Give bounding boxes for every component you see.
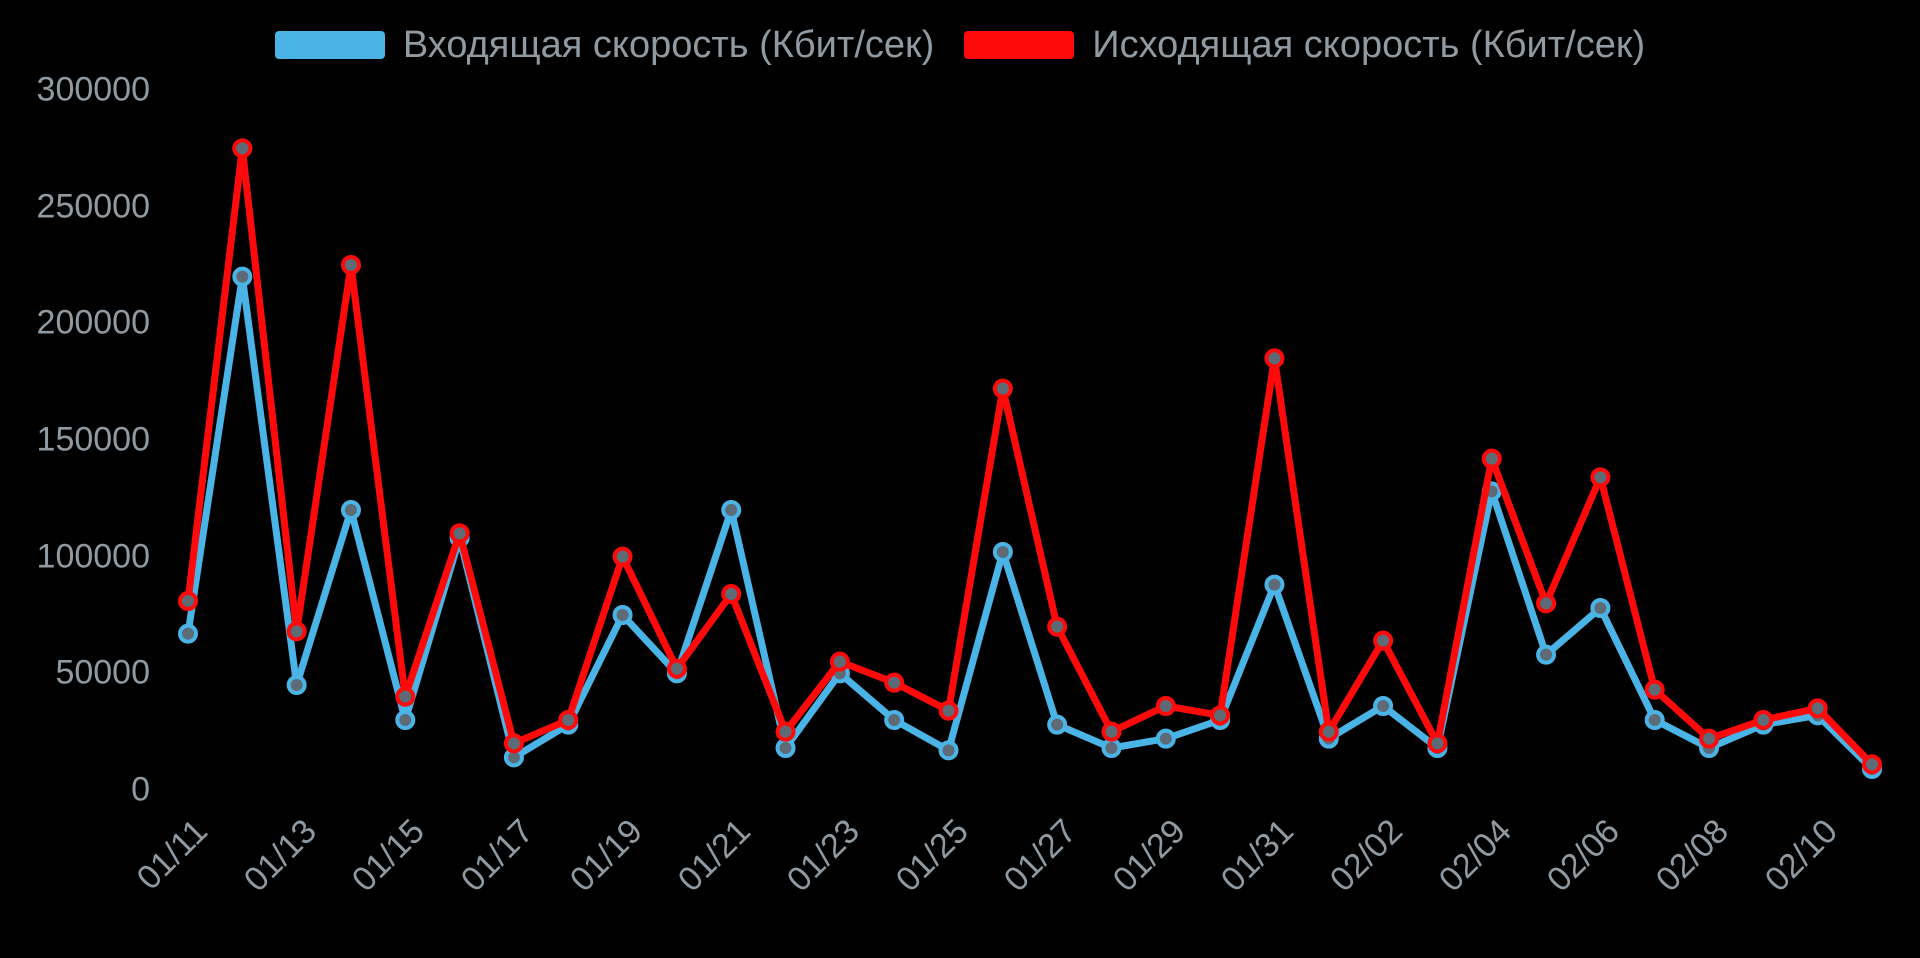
series-marker-incoming <box>995 544 1011 560</box>
series-marker-incoming <box>234 269 250 285</box>
series-marker-incoming <box>1103 740 1119 756</box>
series-marker-incoming <box>1375 698 1391 714</box>
series-marker-incoming <box>615 607 631 623</box>
legend-label-incoming: Входящая скорость (Кбит/сек) <box>403 24 934 67</box>
y-tick-label: 150000 <box>0 421 150 460</box>
series-marker-incoming <box>1158 731 1174 747</box>
x-tick-label: 02/08 <box>1649 812 1737 900</box>
x-tick-label: 02/02 <box>1323 812 1411 900</box>
series-marker-incoming <box>289 677 305 693</box>
x-tick-label: 01/27 <box>997 812 1085 900</box>
y-tick-label: 300000 <box>0 71 150 110</box>
series-marker-incoming <box>343 502 359 518</box>
plot-area <box>170 90 1890 790</box>
series-marker-outgoing <box>289 623 305 639</box>
x-tick-label: 01/29 <box>1106 812 1194 900</box>
x-tick-label: 01/23 <box>780 812 868 900</box>
x-tick-label: 01/19 <box>562 812 650 900</box>
series-marker-outgoing <box>1321 724 1337 740</box>
x-tick-label: 01/25 <box>888 812 976 900</box>
series-marker-incoming <box>941 742 957 758</box>
legend-item-incoming: Входящая скорость (Кбит/сек) <box>275 24 934 67</box>
x-tick-label: 01/11 <box>130 812 216 898</box>
series-marker-outgoing <box>1484 451 1500 467</box>
legend-swatch-outgoing <box>964 31 1074 59</box>
series-marker-incoming <box>1538 647 1554 663</box>
series-marker-outgoing <box>1158 698 1174 714</box>
legend-swatch-incoming <box>275 31 385 59</box>
x-tick-label: 02/10 <box>1758 812 1846 900</box>
series-marker-outgoing <box>832 654 848 670</box>
series-marker-incoming <box>1049 717 1065 733</box>
x-tick-label: 02/06 <box>1540 812 1628 900</box>
series-marker-incoming <box>1592 600 1608 616</box>
series-marker-incoming <box>397 712 413 728</box>
series-marker-outgoing <box>615 549 631 565</box>
series-marker-outgoing <box>886 675 902 691</box>
chart-legend: Входящая скорость (Кбит/сек) Исходящая с… <box>0 10 1920 80</box>
y-tick-label: 0 <box>0 771 150 810</box>
speed-chart: Входящая скорость (Кбит/сек) Исходящая с… <box>0 0 1920 958</box>
series-marker-outgoing <box>1049 619 1065 635</box>
series-marker-outgoing <box>1701 731 1717 747</box>
series-marker-outgoing <box>397 689 413 705</box>
series-marker-outgoing <box>669 661 685 677</box>
x-tick-label: 01/13 <box>236 812 324 900</box>
series-marker-outgoing <box>1592 469 1608 485</box>
legend-item-outgoing: Исходящая скорость (Кбит/сек) <box>964 24 1645 67</box>
y-tick-label: 100000 <box>0 537 150 576</box>
x-tick-label: 01/15 <box>345 812 433 900</box>
series-marker-outgoing <box>1647 682 1663 698</box>
x-tick-label: 01/17 <box>454 812 542 900</box>
series-marker-incoming <box>886 712 902 728</box>
series-marker-incoming <box>723 502 739 518</box>
series-marker-outgoing <box>723 586 739 602</box>
series-marker-incoming <box>1647 712 1663 728</box>
series-marker-outgoing <box>506 735 522 751</box>
legend-label-outgoing: Исходящая скорость (Кбит/сек) <box>1092 24 1645 67</box>
series-marker-outgoing <box>1212 707 1228 723</box>
series-marker-outgoing <box>995 381 1011 397</box>
series-marker-outgoing <box>234 140 250 156</box>
series-marker-outgoing <box>941 703 957 719</box>
series-marker-outgoing <box>560 712 576 728</box>
series-marker-incoming <box>180 626 196 642</box>
series-marker-outgoing <box>452 525 468 541</box>
x-tick-label: 02/04 <box>1432 812 1520 900</box>
x-tick-label: 01/31 <box>1214 812 1302 900</box>
series-marker-incoming <box>778 740 794 756</box>
series-marker-outgoing <box>1429 735 1445 751</box>
series-marker-outgoing <box>343 257 359 273</box>
series-marker-outgoing <box>1810 700 1826 716</box>
series-marker-outgoing <box>1538 595 1554 611</box>
series-marker-outgoing <box>778 724 794 740</box>
y-tick-label: 50000 <box>0 654 150 693</box>
series-marker-outgoing <box>1864 756 1880 772</box>
series-marker-outgoing <box>1266 350 1282 366</box>
series-marker-incoming <box>1266 577 1282 593</box>
series-marker-outgoing <box>1755 712 1771 728</box>
series-line-outgoing <box>188 148 1872 764</box>
series-marker-outgoing <box>1103 724 1119 740</box>
chart-svg <box>170 90 1890 790</box>
y-tick-label: 200000 <box>0 304 150 343</box>
y-tick-label: 250000 <box>0 187 150 226</box>
series-marker-outgoing <box>180 593 196 609</box>
x-tick-label: 01/21 <box>671 812 759 900</box>
series-marker-outgoing <box>1375 633 1391 649</box>
